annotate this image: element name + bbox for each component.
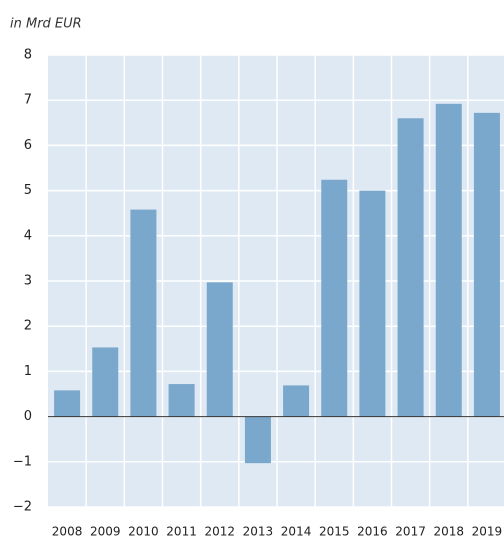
y-axis-label: in Mrd EUR [10,17,82,32]
y-tick-label: 7 [24,93,32,108]
y-tick-label: 4 [24,228,32,243]
y-tick-label: 0 [24,409,32,424]
y-tick-label: 1 [24,364,32,379]
bar [168,384,195,417]
y-tick-label: 8 [24,48,32,63]
x-tick-label: 2013 [243,525,274,539]
x-tick-label: 2011 [166,525,197,539]
y-tick-label: 6 [24,138,32,153]
x-tick-label: 2018 [433,525,464,539]
x-tick-label: 2014 [281,525,312,539]
bar [283,385,310,417]
x-tick-label: 2016 [357,525,388,539]
bar [130,209,157,417]
y-tick-label: −1 [13,454,32,469]
bar [206,282,233,417]
bar [321,179,348,417]
x-tick-label: 2012 [204,525,235,539]
bar [473,112,500,417]
x-tick-label: 2009 [90,525,121,539]
bar [54,390,81,417]
bar [359,190,386,417]
x-tick-label: 2015 [319,525,350,539]
y-tick-label: 5 [24,183,32,198]
bar [92,347,119,417]
bar [244,416,271,464]
x-tick-label: 2008 [52,525,83,539]
x-tick-label: 2010 [128,525,159,539]
y-tick-label: −2 [13,500,32,515]
bar [397,118,424,417]
y-tick-label: 3 [24,274,32,289]
y-tick-label: 2 [24,319,32,334]
bar [435,103,462,417]
x-tick-label: 2019 [472,525,503,539]
x-tick-label: 2017 [395,525,426,539]
